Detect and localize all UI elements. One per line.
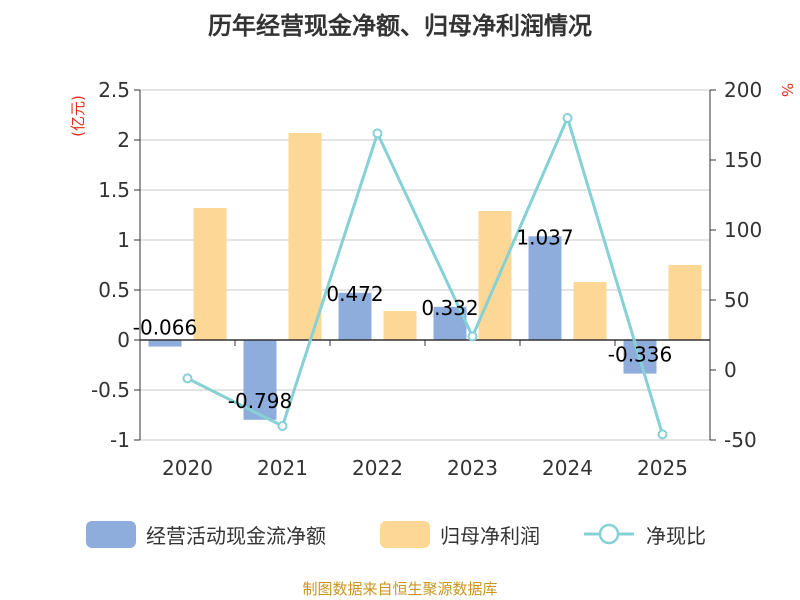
left-axis-unit: (亿元) <box>69 95 87 137</box>
bar-net-profit <box>573 282 607 340</box>
legend-label-ratio: 净现比 <box>646 523 706 548</box>
bar-net-profit <box>383 311 417 340</box>
data-label-cash-flow: 0.472 <box>326 282 383 306</box>
point-ratio <box>277 421 288 431</box>
bar-net-profit <box>668 265 702 340</box>
legend-label-net-profit: 归母净利润 <box>440 523 540 548</box>
point-ratio <box>182 373 193 384</box>
source-note: 制图数据来自恒生聚源数据库 <box>302 580 498 598</box>
right-axis-unit: % <box>778 83 796 97</box>
point-ratio <box>657 429 668 440</box>
right-tick-label: 200 <box>724 78 762 102</box>
x-tick-label: 2024 <box>542 456 593 480</box>
x-tick-label: 2025 <box>637 456 688 480</box>
right-tick-label: 0 <box>724 358 737 382</box>
data-label-cash-flow: 1.037 <box>516 225 573 249</box>
x-tick-label: 2020 <box>162 456 213 480</box>
bar-cash-flow <box>338 292 372 340</box>
left-tick-label: 2 <box>117 128 130 152</box>
bar-net-profit <box>288 133 322 340</box>
bar-series <box>148 133 702 420</box>
bar-net-profit <box>478 211 512 340</box>
left-tick-label: 0 <box>117 328 130 352</box>
data-label-cash-flow: -0.066 <box>133 316 197 340</box>
point-ratio <box>562 113 573 123</box>
right-tick-label: 100 <box>724 218 762 242</box>
data-label-cash-flow: -0.336 <box>608 343 672 367</box>
legend-swatch-ratio <box>584 523 634 545</box>
legend-swatch-cash-flow <box>86 520 136 548</box>
bar-cash-flow <box>148 340 182 347</box>
legend-label-cash-flow: 经营活动现金流净额 <box>146 523 326 548</box>
legend-item-net-profit[interactable]: 归母净利润 <box>380 517 540 551</box>
data-labels: -0.066 -0.798 0.472 0.332 1.037 -0.336 <box>133 225 672 412</box>
chart-title: 历年经营现金净额、归母净利润情况 <box>208 12 592 40</box>
data-label-cash-flow: -0.798 <box>228 389 292 413</box>
left-tick-label: 1.5 <box>98 178 130 202</box>
x-tick-label: 2021 <box>257 456 308 480</box>
legend-item-ratio[interactable]: 净现比 <box>582 517 706 551</box>
line-ratio <box>186 113 664 435</box>
point-ratio <box>467 331 478 342</box>
left-tick-label: 0.5 <box>98 278 130 302</box>
legend: 经营活动现金流净额 归母净利润 净现比 <box>0 517 800 551</box>
left-tick-label: 2.5 <box>98 78 130 102</box>
line-series <box>182 113 668 440</box>
data-label-cash-flow: 0.332 <box>421 296 478 320</box>
axes: -1 -0.5 0 0.5 1 1.5 2 2.5 -50 0 50 100 150 200 2020 202… <box>91 78 762 480</box>
left-tick-label: 1 <box>117 228 130 252</box>
legend-item-cash-flow[interactable]: 经营活动现金流净额 <box>86 517 326 551</box>
left-tick-label: -1 <box>110 428 130 452</box>
bar-cash-flow <box>528 236 562 340</box>
x-tick-label: 2023 <box>447 456 498 480</box>
legend-swatch-net-profit <box>380 520 430 548</box>
right-tick-label: 150 <box>724 148 762 172</box>
bar-cash-flow <box>243 340 277 420</box>
left-tick-label: -0.5 <box>91 378 130 402</box>
point-ratio <box>372 128 383 139</box>
right-tick-label: -50 <box>724 428 757 452</box>
right-tick-label: 50 <box>724 288 749 312</box>
x-tick-label: 2022 <box>352 456 403 480</box>
bar-net-profit <box>193 208 227 340</box>
